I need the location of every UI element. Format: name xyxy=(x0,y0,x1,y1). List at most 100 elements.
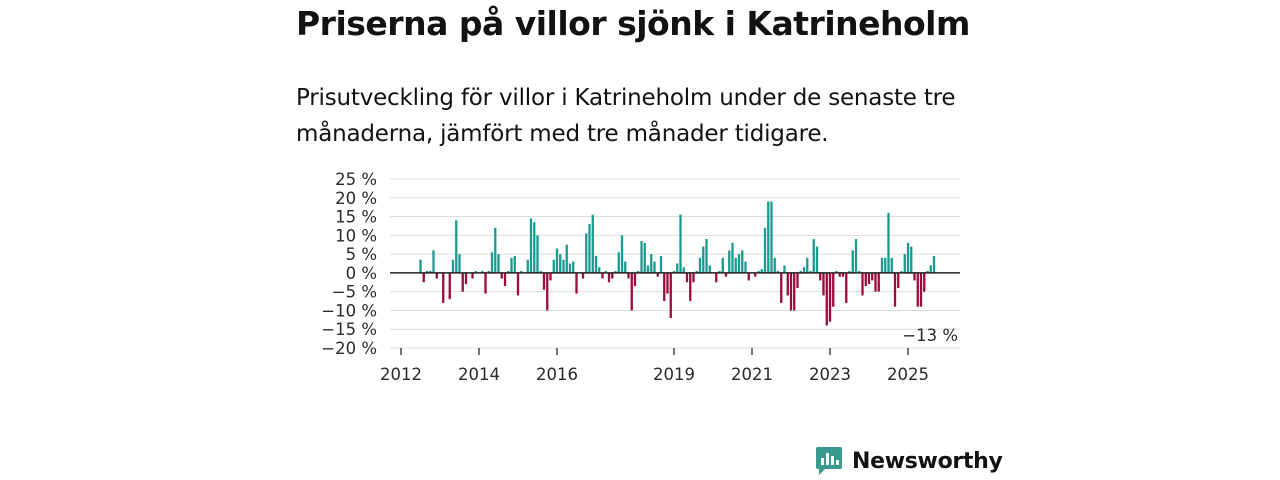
bar xyxy=(776,271,780,273)
bar xyxy=(854,239,858,273)
bar xyxy=(893,272,897,307)
bar xyxy=(841,272,845,277)
bar xyxy=(490,252,494,273)
bar xyxy=(796,272,799,288)
bar xyxy=(575,272,578,294)
bar xyxy=(650,254,653,273)
bar xyxy=(497,254,500,273)
bar xyxy=(507,271,510,273)
bar xyxy=(923,272,926,292)
bar xyxy=(643,242,646,273)
bar xyxy=(601,272,604,279)
bar xyxy=(702,246,705,273)
bar xyxy=(832,272,835,307)
bar xyxy=(568,263,572,273)
bar xyxy=(500,272,503,279)
bar xyxy=(731,242,734,273)
bar xyxy=(867,272,871,285)
bar xyxy=(419,259,422,273)
bar xyxy=(721,257,724,273)
bar xyxy=(828,272,832,322)
bar xyxy=(897,272,900,288)
y-tick-label: 5 % xyxy=(346,245,377,264)
bar xyxy=(734,257,737,273)
bar xyxy=(607,272,611,283)
bar xyxy=(555,248,559,273)
bar xyxy=(799,271,802,273)
x-tick-label: 2025 xyxy=(887,365,929,384)
newsworthy-logo[interactable]: Newsworthy xyxy=(815,446,1003,476)
bar xyxy=(695,271,698,273)
bar xyxy=(919,272,923,307)
bar xyxy=(552,259,555,273)
bar xyxy=(435,272,438,279)
y-tick-label: 25 % xyxy=(335,170,377,189)
grid-layer xyxy=(390,178,960,349)
bar xyxy=(565,244,568,273)
y-tick-label: 20 % xyxy=(335,189,377,208)
bar xyxy=(887,212,890,273)
bar xyxy=(685,272,689,283)
bar xyxy=(562,259,565,273)
y-tick-label: −20 % xyxy=(321,339,377,358)
bar xyxy=(604,271,607,273)
x-tick-label: 2019 xyxy=(653,365,695,384)
x-tick-label: 2016 xyxy=(536,365,578,384)
last-value-annotation: −13 % xyxy=(902,326,958,345)
bar xyxy=(880,257,884,273)
bar xyxy=(656,272,659,277)
bar xyxy=(559,254,562,273)
bar xyxy=(594,255,598,273)
bar xyxy=(679,214,682,273)
bar xyxy=(484,272,487,294)
bar xyxy=(737,254,741,273)
bar xyxy=(877,272,880,292)
y-tick-label: −5 % xyxy=(332,283,377,302)
bar xyxy=(864,272,867,287)
bar xyxy=(481,271,484,273)
x-tick-label: 2021 xyxy=(731,365,773,384)
bar xyxy=(754,272,757,277)
bar xyxy=(718,271,721,273)
bar xyxy=(585,233,588,273)
bar xyxy=(861,272,864,296)
bar xyxy=(851,250,854,273)
bar xyxy=(516,272,520,296)
bar xyxy=(630,272,633,311)
chart-title: Priserna på villor sjönk i Katrineholm xyxy=(296,4,970,43)
bar xyxy=(442,272,445,303)
bar xyxy=(812,239,815,273)
bar xyxy=(588,224,591,273)
bar xyxy=(689,272,692,302)
bar xyxy=(432,250,435,273)
bar xyxy=(835,271,838,273)
bar xyxy=(890,257,893,273)
bar xyxy=(705,239,708,273)
x-tick-label: 2012 xyxy=(380,365,422,384)
x-tick-label: 2014 xyxy=(458,365,500,384)
y-tick-label: −15 % xyxy=(321,320,377,339)
bar xyxy=(487,271,490,273)
bar xyxy=(471,272,474,279)
bar xyxy=(549,272,552,281)
bar xyxy=(464,272,468,285)
bar xyxy=(913,272,916,281)
y-tick-label: 10 % xyxy=(335,226,377,245)
bar xyxy=(874,272,877,292)
bar xyxy=(871,272,874,281)
bar-layer xyxy=(419,201,936,326)
y-tick-label: 15 % xyxy=(335,208,377,227)
bar xyxy=(773,257,776,273)
brand-name: Newsworthy xyxy=(852,448,1003,474)
bar xyxy=(529,218,533,273)
bar xyxy=(786,272,789,296)
bar xyxy=(715,272,718,283)
bar xyxy=(653,261,656,273)
y-tick-label: 0 % xyxy=(346,264,377,283)
bar xyxy=(617,252,620,273)
bar xyxy=(822,272,825,296)
bar xyxy=(526,259,529,273)
bar xyxy=(581,272,585,279)
bar xyxy=(838,272,841,277)
bar xyxy=(614,271,617,273)
